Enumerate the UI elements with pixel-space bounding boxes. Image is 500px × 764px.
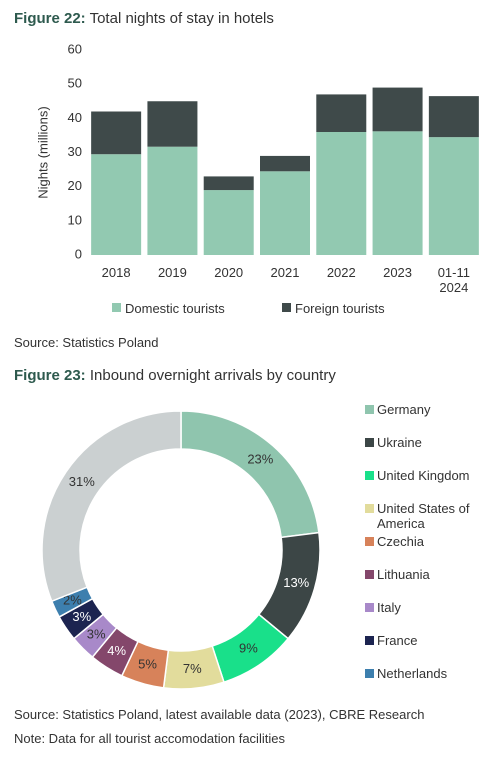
source: Source: Statistics Poland xyxy=(14,335,159,350)
bar-segment xyxy=(428,137,479,255)
legend-label: Domestic tourists xyxy=(125,301,225,316)
donut-slice xyxy=(41,410,182,603)
y-axis-label: Nights (millions) xyxy=(35,106,50,198)
x-tick-label: 2022 xyxy=(326,265,356,280)
legend-swatch xyxy=(365,405,374,414)
legend-swatch xyxy=(365,438,374,447)
legend-label: Italy xyxy=(377,600,401,615)
data-label: 4% xyxy=(107,643,126,658)
chart-title: Figure 23: Inbound overnight arrivals by… xyxy=(14,367,336,384)
legend-label: Czechia xyxy=(377,534,424,549)
legend-swatch xyxy=(365,669,374,678)
legend-label: Foreign tourists xyxy=(295,301,385,316)
legend-swatch xyxy=(365,636,374,645)
x-tick-label: 2020 xyxy=(214,265,244,280)
bar-segment xyxy=(147,146,198,255)
x-tick-label: 01-11 2024 xyxy=(437,265,470,295)
x-tick-label: 2021 xyxy=(270,265,300,280)
legend-swatch xyxy=(365,570,374,579)
data-label: 5% xyxy=(138,657,157,672)
y-tick-label: 10 xyxy=(68,212,82,227)
figure-label: Figure 22: xyxy=(14,10,86,27)
y-tick-label: 30 xyxy=(68,144,82,159)
y-tick-label: 20 xyxy=(68,178,82,193)
data-label: 23% xyxy=(247,451,273,466)
x-tick-label: 2023 xyxy=(383,265,413,280)
legend-swatch xyxy=(112,303,121,312)
figure-label: Figure 23: xyxy=(14,367,86,384)
legend-label: Ukraine xyxy=(377,435,422,450)
bar-segment xyxy=(203,176,254,191)
legend-label: Netherlands xyxy=(377,666,448,681)
y-tick-label: 0 xyxy=(75,246,82,261)
legend-swatch xyxy=(365,471,374,480)
data-label: 2% xyxy=(63,593,82,608)
chart-title: Figure 22: Total nights of stay in hotel… xyxy=(14,10,274,27)
bar-segment xyxy=(316,132,367,255)
bar-segment xyxy=(203,190,254,255)
bar-segment xyxy=(147,101,198,147)
bar-segment xyxy=(316,94,367,132)
data-label: 31% xyxy=(69,474,95,489)
legend-label: France xyxy=(377,633,418,648)
note: Note: Data for all tourist accomodation … xyxy=(14,731,285,746)
legend-label: Lithuania xyxy=(377,567,430,582)
legend-label: United Kingdom xyxy=(377,468,470,483)
bar-segment xyxy=(428,96,479,138)
title-text: Inbound overnight arrivals by country xyxy=(89,367,336,384)
x-tick-label: 2019 xyxy=(157,265,187,280)
bar-segment xyxy=(260,155,310,172)
bar-segment xyxy=(91,111,142,155)
legend-swatch xyxy=(365,603,374,612)
source: Source: Statistics Poland, latest availa… xyxy=(14,707,425,722)
y-tick-label: 40 xyxy=(68,110,82,125)
legend-swatch xyxy=(282,303,291,312)
donut-slice xyxy=(180,410,320,539)
data-label: 7% xyxy=(183,661,202,676)
legend-label: Germany xyxy=(377,402,431,417)
data-label: 13% xyxy=(283,575,309,590)
legend-swatch xyxy=(365,537,374,546)
title-text: Total nights of stay in hotels xyxy=(89,10,274,27)
y-tick-label: 60 xyxy=(68,41,82,56)
data-label: 3% xyxy=(72,609,91,624)
legend-label: United States of America xyxy=(377,501,470,531)
x-tick-label: 2018 xyxy=(101,265,131,280)
data-label: 9% xyxy=(239,641,258,656)
legend-swatch xyxy=(365,504,374,513)
bar-segment xyxy=(372,87,423,132)
bar-segment xyxy=(260,171,310,255)
data-label: 3% xyxy=(87,626,106,641)
bar-segment xyxy=(372,131,423,255)
y-tick-label: 50 xyxy=(68,76,82,91)
bar-segment xyxy=(91,154,142,255)
